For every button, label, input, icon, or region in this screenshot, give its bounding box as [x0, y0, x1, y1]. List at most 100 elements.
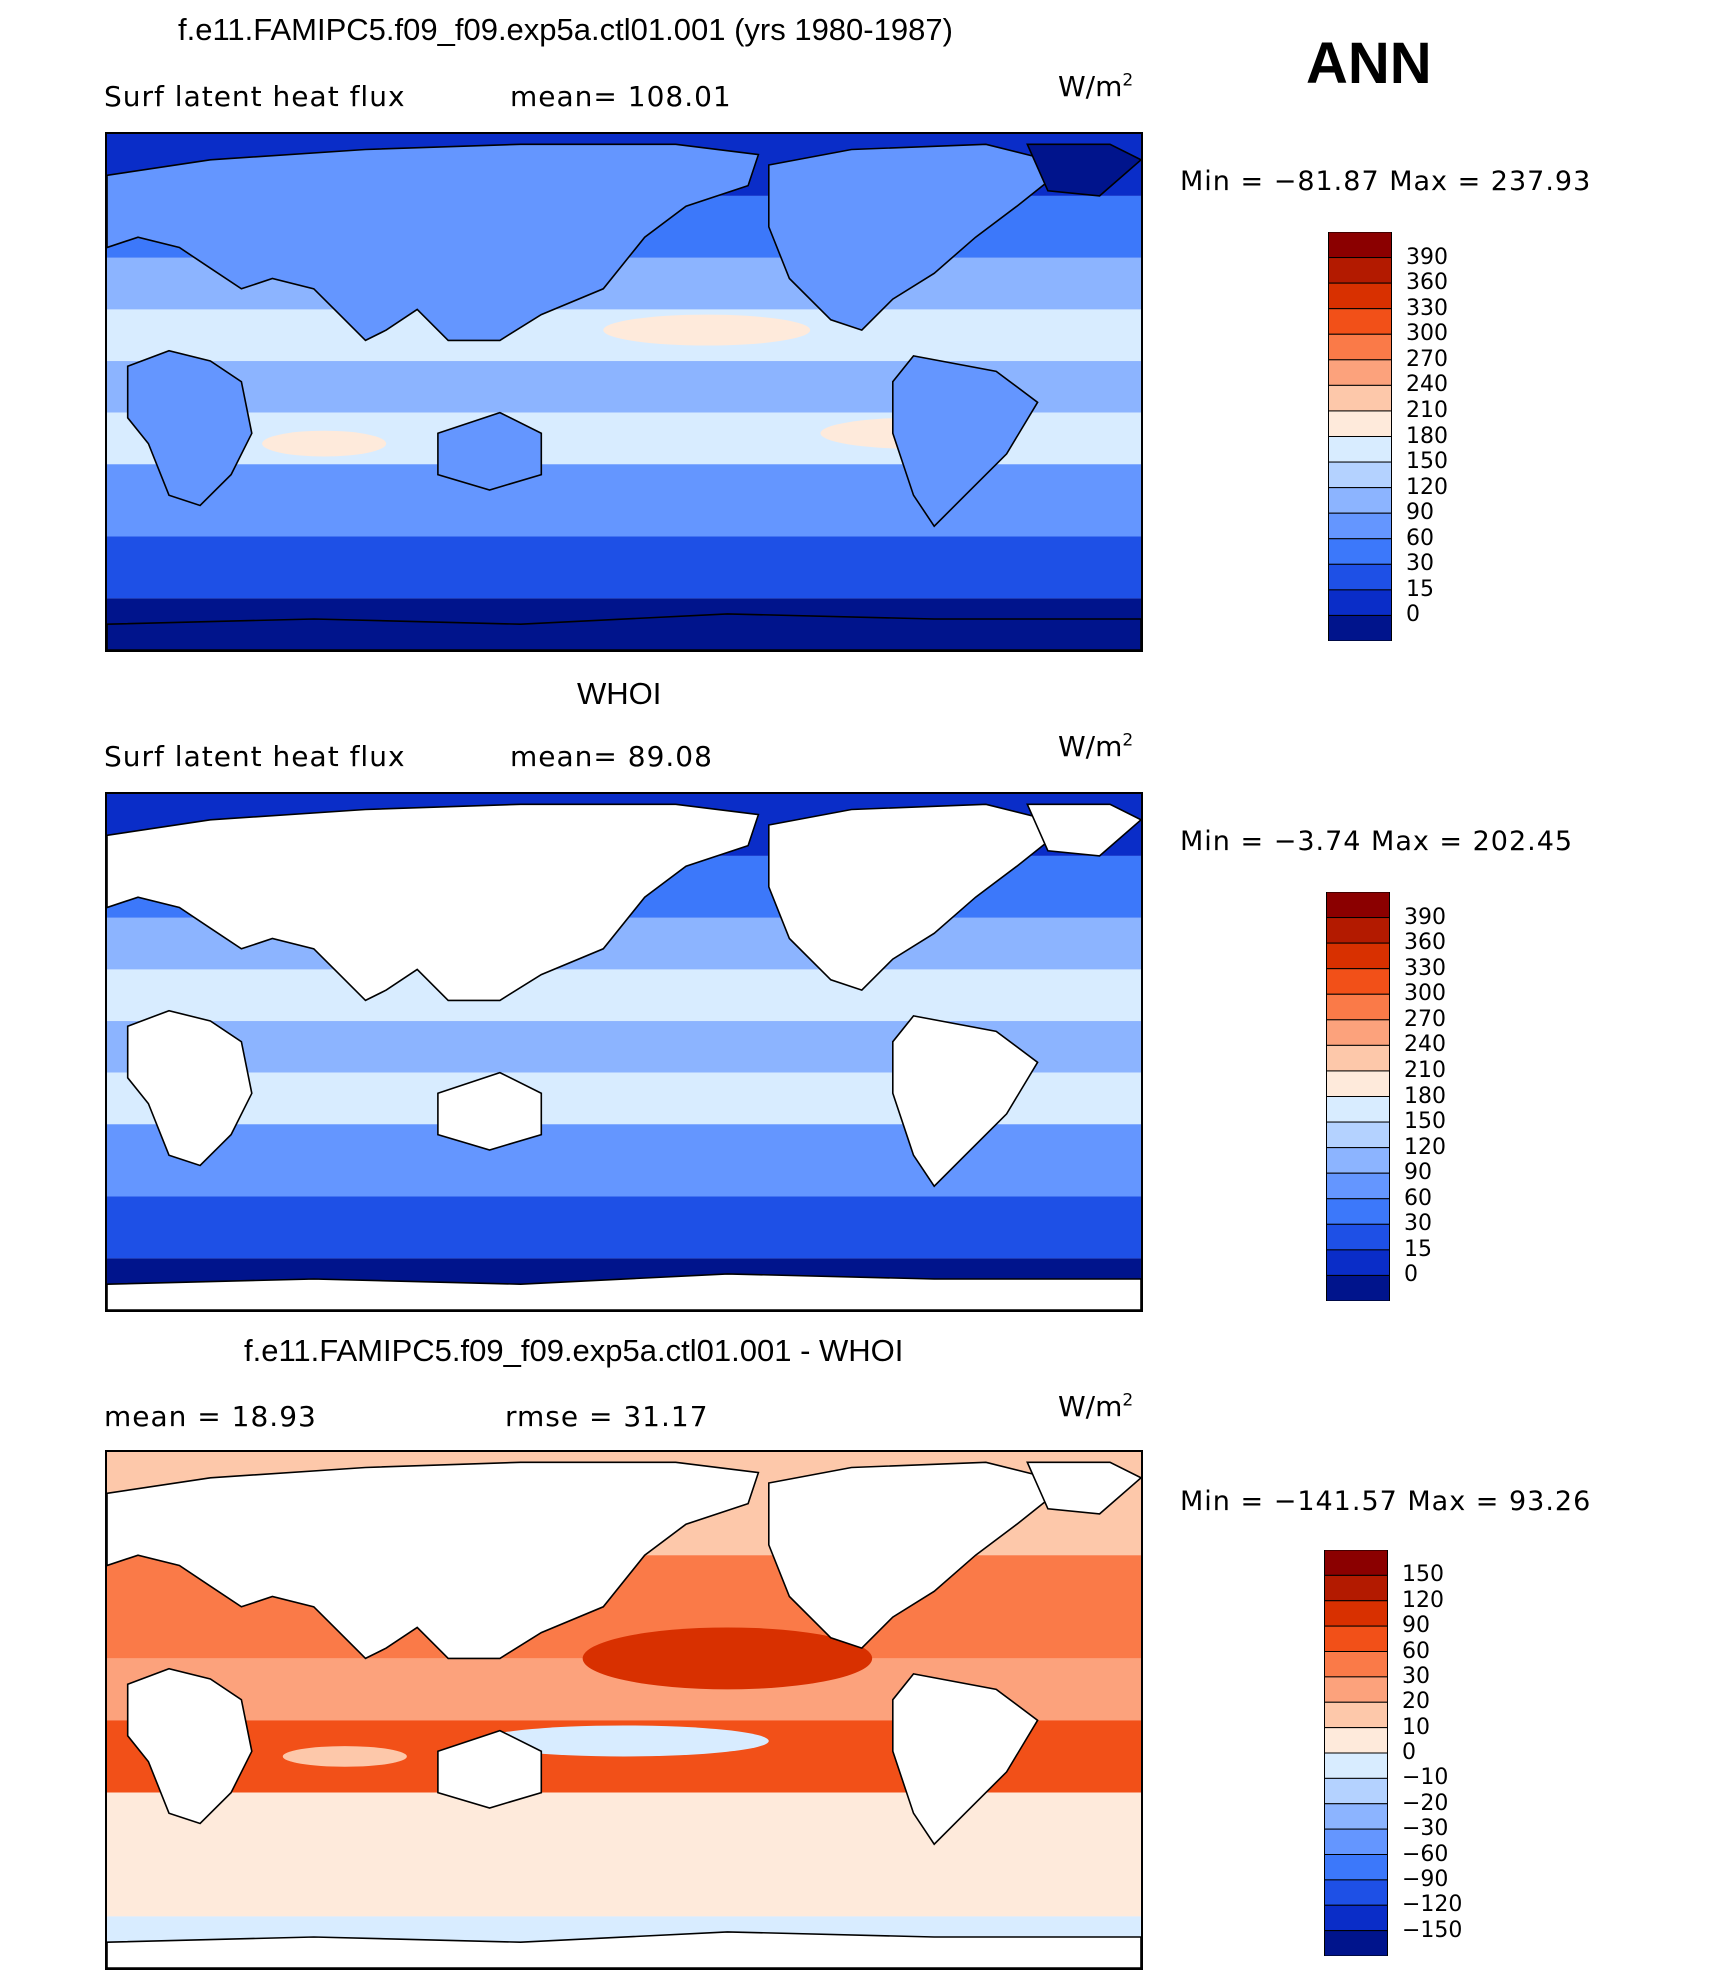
- flux-max-indian-ocean: [262, 430, 387, 457]
- colorbar-tick-label: −120: [1402, 1892, 1463, 1918]
- colorbar-tick-label: 30: [1406, 551, 1434, 577]
- colorbar-tick-label: 150: [1402, 1562, 1444, 1588]
- colorbar-swatch: [1328, 308, 1392, 335]
- colorbar-tick-label: 270: [1406, 346, 1448, 372]
- panel3-colorbar: 150 120 90 60 30 20 10 0 −10 −20 −30 −60 −90 −120 −150: [1324, 1550, 1462, 1956]
- colorbar-swatch: [1328, 410, 1392, 437]
- colorbar-tick-label: 240: [1406, 372, 1448, 398]
- colorbar-swatch: [1326, 1096, 1390, 1123]
- colorbar-tick-label: 120: [1406, 474, 1448, 500]
- colorbar-swatch: [1324, 1752, 1388, 1779]
- colorbar-swatch: [1328, 436, 1392, 463]
- eurasia-landmass: [107, 803, 760, 1002]
- colorbar-tick-label: 15: [1406, 576, 1434, 602]
- colorbar-tick-label: 390: [1404, 904, 1446, 930]
- greenland-landmass: [1026, 803, 1141, 857]
- panel1-units: W/m2: [1058, 70, 1134, 103]
- panel3-map: [105, 1450, 1143, 1970]
- colorbar-tick-label: 60: [1402, 1638, 1430, 1664]
- panel2-units: W/m2: [1058, 730, 1134, 763]
- colorbar-tick-label: 90: [1402, 1613, 1430, 1639]
- colorbar-tick-label: 10: [1402, 1714, 1430, 1740]
- colorbar-swatch: [1328, 257, 1392, 284]
- panel1-variable-label: Surf latent heat flux: [104, 80, 406, 113]
- colorbar-swatch: [1328, 333, 1392, 361]
- colorbar-tick-label: 180: [1406, 423, 1448, 449]
- colorbar-tick-label: 0: [1404, 1262, 1418, 1288]
- colorbar-tick-label: 390: [1406, 244, 1448, 270]
- colorbar-swatch: [1324, 1854, 1388, 1881]
- colorbar-swatch: [1326, 942, 1390, 970]
- colorbar-tick-label: 240: [1404, 1032, 1446, 1058]
- panel3-rmse-label: rmse = 31.17: [505, 1400, 709, 1433]
- north-america-landmass: [767, 803, 1071, 992]
- colorbar-tick-label: 300: [1406, 321, 1448, 347]
- flux-band-high-south: [107, 536, 1141, 599]
- colorbar-swatch: [1326, 1198, 1390, 1225]
- colorbar-swatch: [1326, 1121, 1390, 1149]
- panel1-mean-label: mean= 108.01: [510, 80, 732, 113]
- australia-landmass: [437, 1729, 543, 1809]
- north-america-landmass: [767, 1461, 1071, 1650]
- africa-landmass: [126, 349, 253, 507]
- colorbar-swatch: [1324, 1625, 1388, 1652]
- colorbar-tick-label: 0: [1402, 1740, 1416, 1765]
- colorbar-swatch: [1326, 1044, 1390, 1072]
- panel3-mean-label: mean = 18.93: [104, 1400, 317, 1433]
- south-america-landmass: [891, 355, 1039, 528]
- colorbar-swatch: [1326, 917, 1390, 944]
- north-america-landmass: [767, 143, 1071, 332]
- africa-landmass: [126, 1667, 253, 1825]
- panel2-colorbar: 390 360 330 300 270 240 210 180 150 120 90 60 30 15 0: [1326, 892, 1446, 1301]
- colorbar-tick-label: 150: [1406, 449, 1448, 475]
- colorbar-swatch: [1324, 1904, 1388, 1932]
- colorbar-tick-label: 330: [1404, 955, 1446, 981]
- colorbar-swatch: [1328, 512, 1392, 540]
- south-america-landmass: [891, 1015, 1039, 1188]
- panel2-variable-label: Surf latent heat flux: [104, 740, 406, 773]
- colorbar-swatch: [1324, 1550, 1388, 1576]
- colorbar-swatch: [1328, 538, 1392, 565]
- colorbar-swatch: [1326, 993, 1390, 1021]
- colorbar-tick-label: 30: [1404, 1211, 1432, 1237]
- south-america-landmass: [891, 1673, 1039, 1846]
- panel3-units: W/m2: [1058, 1390, 1134, 1423]
- panel3-title: f.e11.FAMIPC5.f09_f09.exp5a.ctl01.001 - …: [244, 1333, 904, 1368]
- colorbar-swatch: [1326, 1274, 1390, 1301]
- colorbar-swatch: [1324, 1930, 1388, 1956]
- panel1-title: f.e11.FAMIPC5.f09_f09.exp5a.ctl01.001 (y…: [178, 12, 953, 47]
- colorbar-swatch: [1326, 1249, 1390, 1276]
- colorbar-tick-label: 60: [1404, 1185, 1432, 1211]
- colorbar-swatch: [1328, 563, 1392, 591]
- colorbar-tick-label: −150: [1402, 1917, 1463, 1943]
- colorbar-tick-label: 360: [1404, 930, 1446, 956]
- colorbar-swatch: [1326, 1147, 1390, 1174]
- panel3-minmax: Min = −141.57 Max = 93.26: [1180, 1486, 1592, 1517]
- colorbar-swatch: [1324, 1701, 1388, 1729]
- colorbar-swatch: [1328, 384, 1392, 412]
- panel2-title: WHOI: [577, 676, 662, 711]
- africa-landmass: [126, 1009, 253, 1167]
- colorbar-swatch: [1328, 461, 1392, 489]
- flux-band-high-south: [107, 1196, 1141, 1259]
- colorbar-tick-label: −30: [1402, 1816, 1449, 1842]
- panel2-mean-label: mean= 89.08: [510, 740, 713, 773]
- colorbar-swatch: [1326, 1019, 1390, 1046]
- flux-max-north-pacific: [603, 314, 811, 346]
- colorbar-swatch: [1324, 1651, 1388, 1678]
- colorbar-tick-label: −20: [1402, 1790, 1449, 1816]
- colorbar-swatch: [1328, 614, 1392, 641]
- colorbar-tick-label: −60: [1402, 1841, 1449, 1867]
- antarctica-landmass: [107, 613, 1141, 650]
- colorbar-tick-label: 0: [1406, 602, 1420, 628]
- colorbar-tick-label: 210: [1406, 397, 1448, 423]
- colorbar-swatch: [1324, 1727, 1388, 1754]
- eurasia-landmass: [107, 1461, 760, 1660]
- panel1-map: [105, 132, 1143, 652]
- colorbar-tick-label: 30: [1402, 1663, 1430, 1689]
- colorbar-tick-label: 90: [1404, 1160, 1432, 1186]
- greenland-landmass: [1026, 1461, 1141, 1515]
- greenland-landmass: [1026, 143, 1141, 197]
- panel1-minmax: Min = −81.87 Max = 237.93: [1180, 166, 1592, 197]
- diff-max-north-pacific: [582, 1627, 873, 1690]
